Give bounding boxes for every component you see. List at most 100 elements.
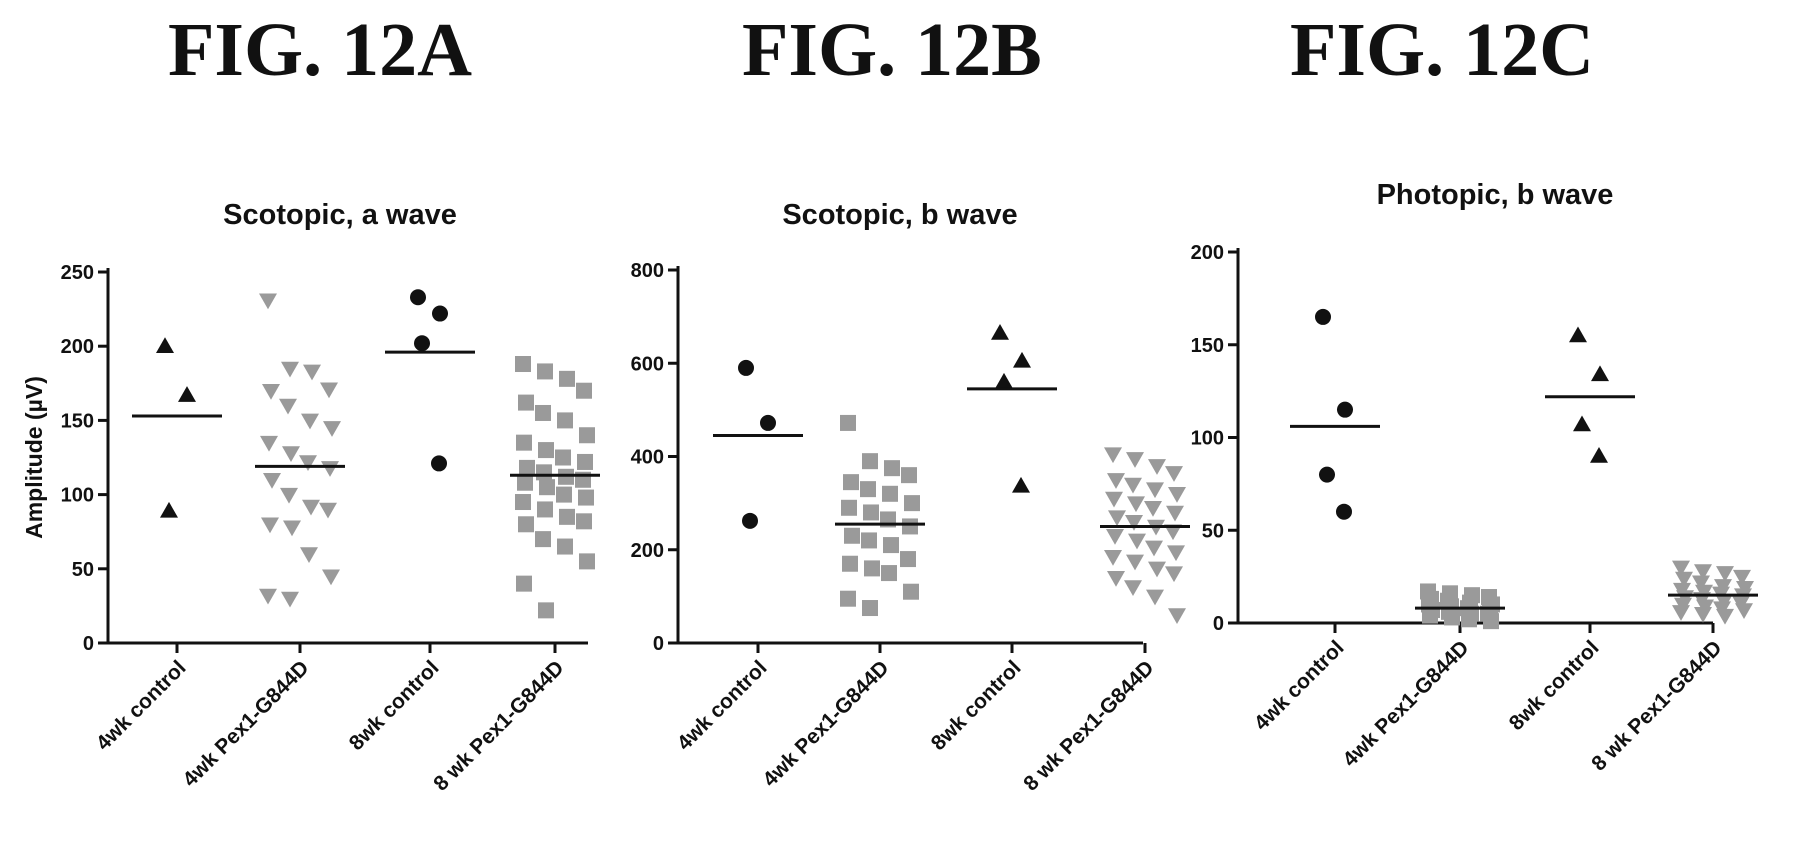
data-point [282,446,300,463]
data-point [262,383,280,400]
data-point [557,538,573,555]
data-point [1167,545,1185,562]
data-point [1013,351,1031,368]
data-point [279,398,297,415]
data-point [517,474,533,491]
y-tick-label: 150 [1191,335,1224,357]
data-point [579,553,595,570]
data-point [884,460,900,477]
chart-panel-3: Photopic, b wave 0 50 100 150 200 4wk control4… [1191,179,1758,776]
data-point [1124,477,1142,494]
data-point [1144,501,1162,517]
data-point [515,494,531,511]
data-point [742,512,758,529]
y-tick-label: 200 [1191,242,1224,264]
data-point [516,434,532,451]
data-point [576,513,592,530]
data-point [883,537,899,554]
data-point [579,427,595,444]
data-point [281,361,299,378]
data-point [322,569,340,586]
data-point [414,335,430,352]
x-tick-label: 8wk control [927,656,1026,755]
data-point [259,588,277,605]
data-point [1106,529,1124,545]
data-point [864,560,880,577]
y-axis-label: Amplitude (µV) [21,376,47,539]
data-point [559,370,575,387]
data-point [1128,533,1146,550]
data-point [261,517,279,534]
data-point [1319,466,1335,483]
data-point [1126,452,1144,468]
data-point [863,504,879,521]
data-point [1672,560,1690,577]
data-point [1125,515,1143,531]
chart-panel-1: Scotopic, a wave Amplitude (µV) 0 50 100 150 2… [21,199,600,796]
data-point [535,531,551,548]
data-point [160,501,178,518]
data-point [1148,459,1166,475]
data-point [840,414,856,431]
data-point [1692,575,1710,592]
data-point [1444,609,1460,626]
data-point [431,455,447,472]
data-point [862,453,878,470]
data-point [841,499,857,516]
data-point [738,359,754,376]
data-point [1127,496,1145,513]
data-point [760,414,776,431]
data-point [1337,401,1353,418]
x-tick-label: 4wk control [92,656,191,755]
y-tick-label: 600 [631,353,664,375]
data-point [556,486,572,503]
data-point [1461,611,1477,628]
data-point [538,602,554,619]
data-point [555,449,571,466]
data-point [557,412,573,429]
data-point [1716,608,1734,625]
y-tick-label: 0 [1213,613,1224,635]
x-tick-label: 8wk control [345,656,444,755]
x-tick-label: 8 wk Pex1-G844D [1019,656,1158,795]
data-point [300,547,318,563]
data-point [1168,608,1186,625]
data-point [302,499,320,516]
data-point [299,455,317,471]
data-point [535,404,551,421]
data-point [1104,549,1122,566]
data-point [156,337,174,353]
data-point [559,508,575,525]
data-point [1672,605,1690,621]
data-point [537,363,553,380]
x-tick-label: 4wk Pex1-G844D [178,656,313,791]
data-point [263,473,281,489]
data-point [518,394,534,411]
figure-title-12b: FIG. 12B [742,8,1042,92]
data-point [1591,365,1609,382]
data-point [577,453,593,470]
data-point [537,501,553,518]
data-point [321,461,339,477]
data-point [1166,505,1184,522]
figure-title-12a: FIG. 12A [168,8,472,92]
y-tick-label: 50 [1202,520,1224,542]
x-tick-label: 8 wk Pex1-G844D [1587,636,1726,775]
data-point [1694,564,1712,581]
data-point [844,527,860,544]
data-point [1735,603,1753,620]
y-tick-label: 50 [72,559,94,581]
data-point [1124,580,1142,597]
figure-title-12c: FIG. 12C [1290,8,1594,92]
x-tick-label: 4wk control [1250,636,1349,735]
data-point [578,489,594,506]
data-point [1148,561,1166,578]
data-point [1336,503,1352,520]
data-point [1107,570,1125,587]
data-point [1483,613,1499,630]
data-point [301,413,319,430]
data-point [842,555,858,572]
data-point [1012,476,1030,493]
y-tick-label: 150 [61,410,94,432]
y-tick-label: 200 [631,540,664,562]
